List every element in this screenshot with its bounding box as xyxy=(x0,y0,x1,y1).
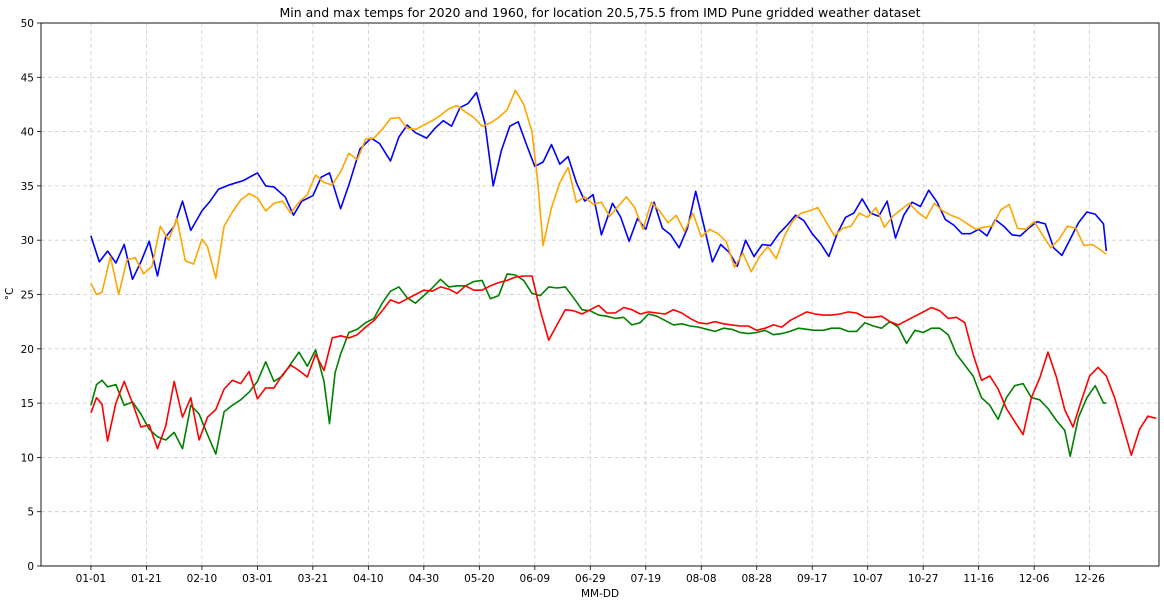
grid-lines xyxy=(41,22,1159,567)
series-line-4 xyxy=(90,275,1157,457)
x-tick-label: 12-06 xyxy=(1019,573,1050,585)
y-tick-label: 0 xyxy=(27,561,34,573)
x-tick-label: 06-09 xyxy=(520,573,551,585)
x-tick-label: 03-01 xyxy=(242,573,273,585)
x-tick-label: 07-19 xyxy=(631,573,662,585)
x-tick-label: 04-30 xyxy=(409,573,440,585)
x-tick-label: 10-27 xyxy=(908,573,939,585)
x-tick-label: 05-20 xyxy=(464,573,495,585)
x-axis-label: MM-DD xyxy=(581,588,619,600)
y-tick-label: 15 xyxy=(21,398,34,410)
x-tick-label: 01-21 xyxy=(131,573,162,585)
x-tick-label: 01-01 xyxy=(76,573,107,585)
y-axis-label: °C xyxy=(4,288,16,301)
axis-ticks: 0 5 10 15 20 25 30 35 40 45 50 01-01 01-21 02-10 03-01… xyxy=(21,18,1106,585)
plot-area-frame xyxy=(40,22,1160,567)
x-tick-label: 08-08 xyxy=(686,573,717,585)
y-tick-label: 5 xyxy=(27,507,34,519)
x-tick-label: 10-07 xyxy=(852,573,883,585)
series-line-3 xyxy=(90,273,1107,458)
y-tick-label: 45 xyxy=(21,72,34,84)
x-tick-label: 12-26 xyxy=(1074,573,1105,585)
x-tick-label: 11-16 xyxy=(963,573,994,585)
x-tick-label: 03-21 xyxy=(298,573,329,585)
y-tick-label: 35 xyxy=(21,181,34,193)
chart-title: Min and max temps for 2020 and 1960, for… xyxy=(279,5,920,20)
x-tick-label: 06-29 xyxy=(575,573,606,585)
series-lines xyxy=(90,89,1157,458)
x-tick-label: 04-10 xyxy=(353,573,384,585)
x-tick-label: 02-10 xyxy=(187,573,218,585)
y-tick-label: 50 xyxy=(21,18,34,30)
series-line-1 xyxy=(90,91,1108,281)
y-tick-label: 30 xyxy=(21,235,34,247)
series-line-2 xyxy=(90,89,1107,296)
y-tick-label: 25 xyxy=(21,290,34,302)
x-tick-label: 09-17 xyxy=(797,573,828,585)
y-tick-label: 10 xyxy=(21,452,34,464)
x-tick-label: 08-28 xyxy=(741,573,772,585)
y-tick-label: 20 xyxy=(21,344,34,356)
y-tick-label: 40 xyxy=(21,127,34,139)
